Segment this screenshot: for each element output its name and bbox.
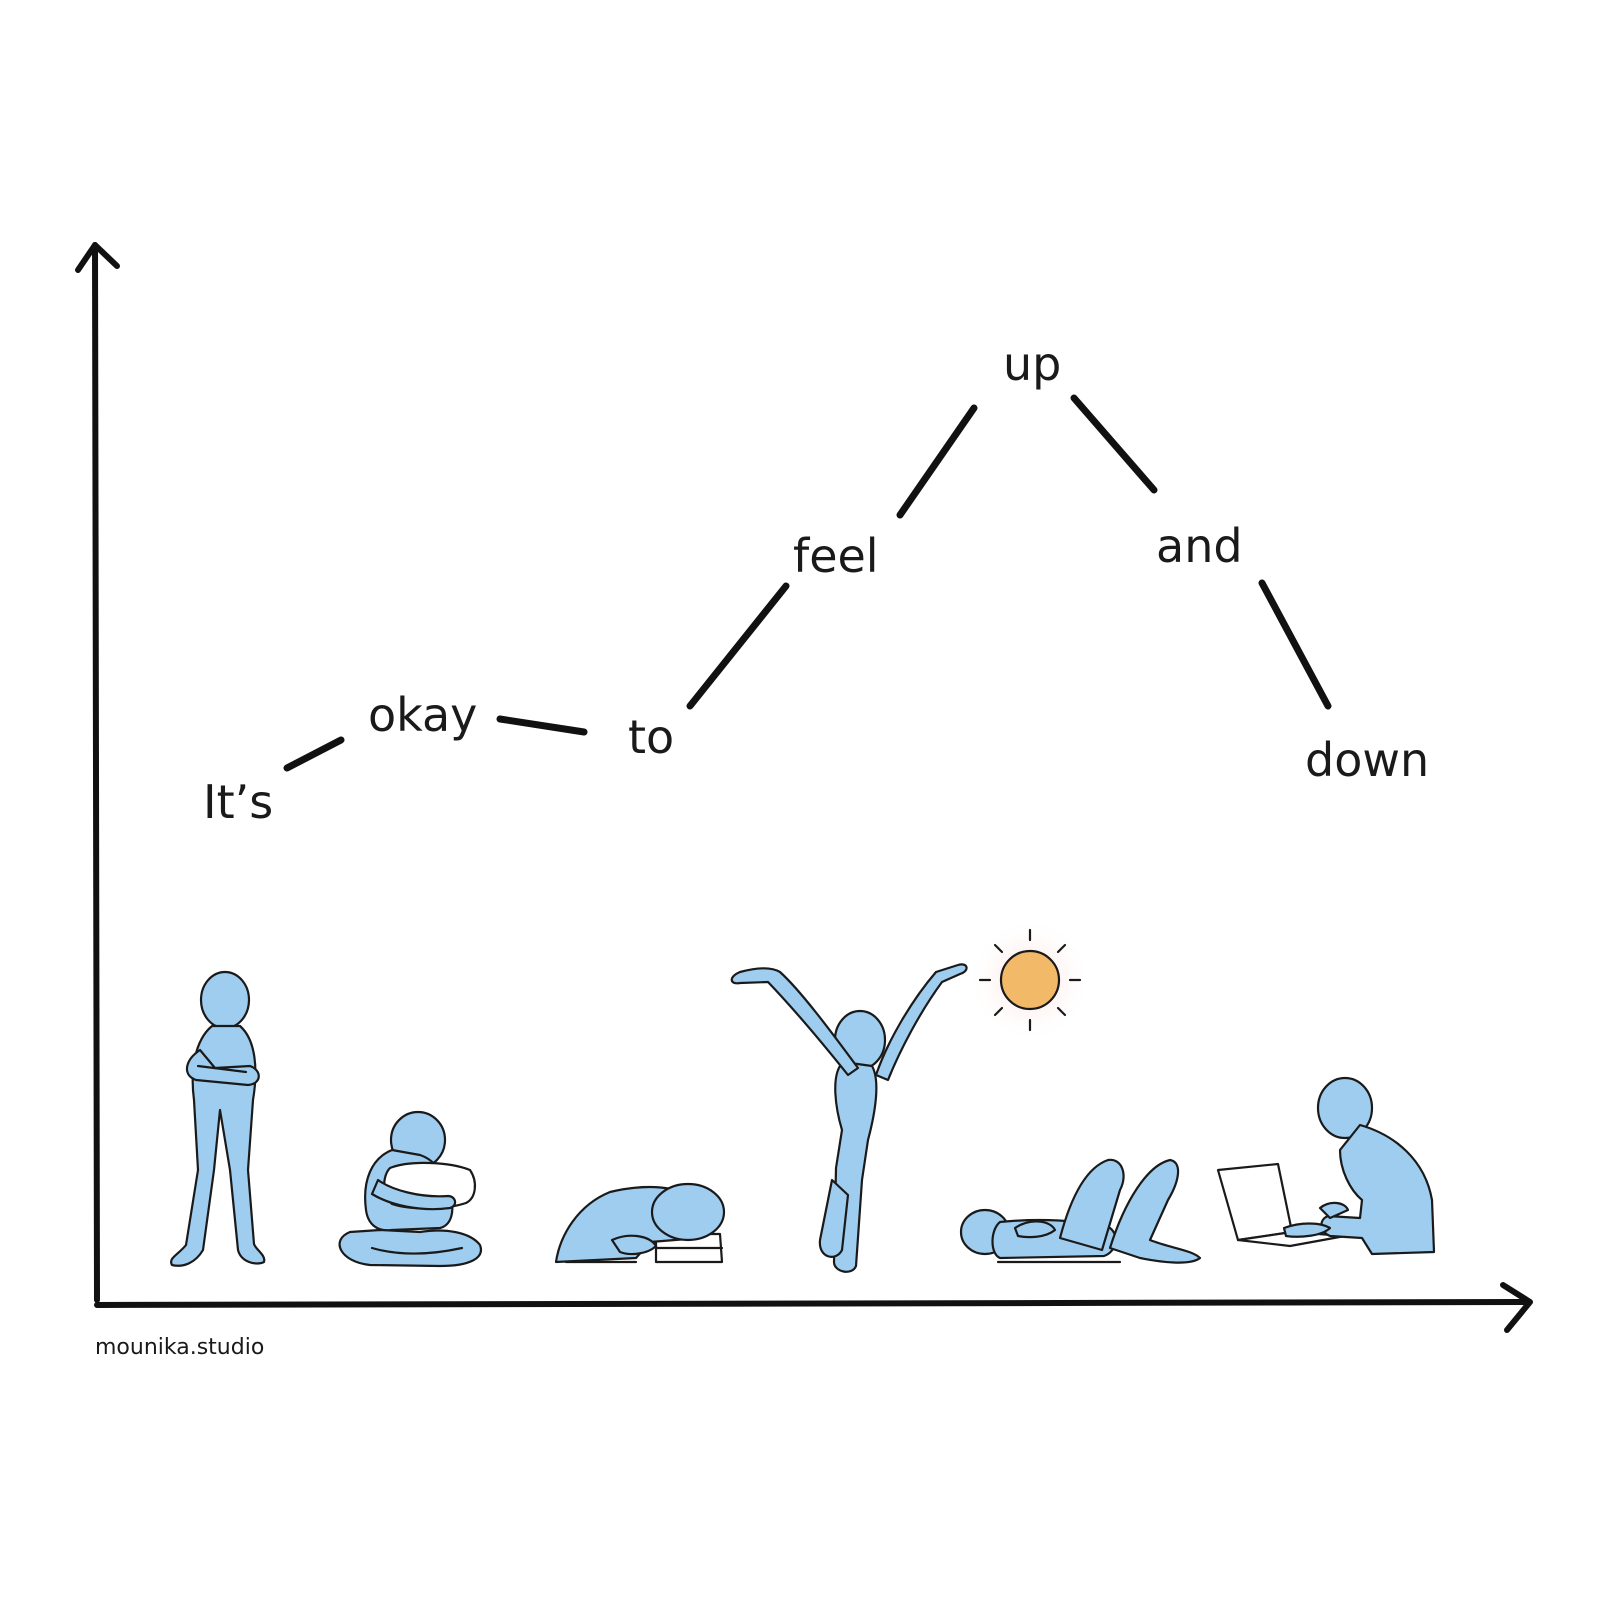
word-connectors: [283, 394, 1332, 772]
word-path: It’s okay to feel up and down: [203, 337, 1429, 829]
y-axis: [92, 242, 100, 1303]
sun-icon: [968, 918, 1092, 1042]
axes: [75, 242, 1533, 1333]
word-feel: feel: [793, 529, 879, 583]
y-axis-arrowhead: [75, 242, 120, 273]
standing-arms-crossed-figure-icon: [170, 970, 266, 1267]
connector-and-down: [1258, 579, 1332, 710]
arms-raised-figure-icon: [730, 963, 968, 1273]
laptop-figure-icon: [1216, 1076, 1436, 1256]
word-okay: okay: [368, 688, 477, 742]
word-to: to: [628, 710, 674, 764]
x-axis: [94, 1299, 1531, 1308]
connector-to-feel: [686, 582, 790, 710]
connector-feel-up: [896, 404, 978, 519]
connector-its-okay: [283, 736, 345, 772]
word-up: up: [1003, 337, 1061, 391]
credit-text: mounika.studio: [95, 1335, 264, 1360]
word-and: and: [1156, 519, 1243, 573]
x-axis-arrowhead: [1500, 1282, 1533, 1333]
head-on-books-figure-icon: [554, 1182, 726, 1264]
word-down: down: [1305, 733, 1429, 787]
hugging-pillow-figure-icon: [338, 1110, 483, 1268]
connector-okay-to: [496, 715, 588, 736]
word-its: It’s: [203, 775, 273, 829]
lying-down-figure-icon: [959, 1158, 1202, 1264]
connector-up-and: [1070, 394, 1158, 494]
